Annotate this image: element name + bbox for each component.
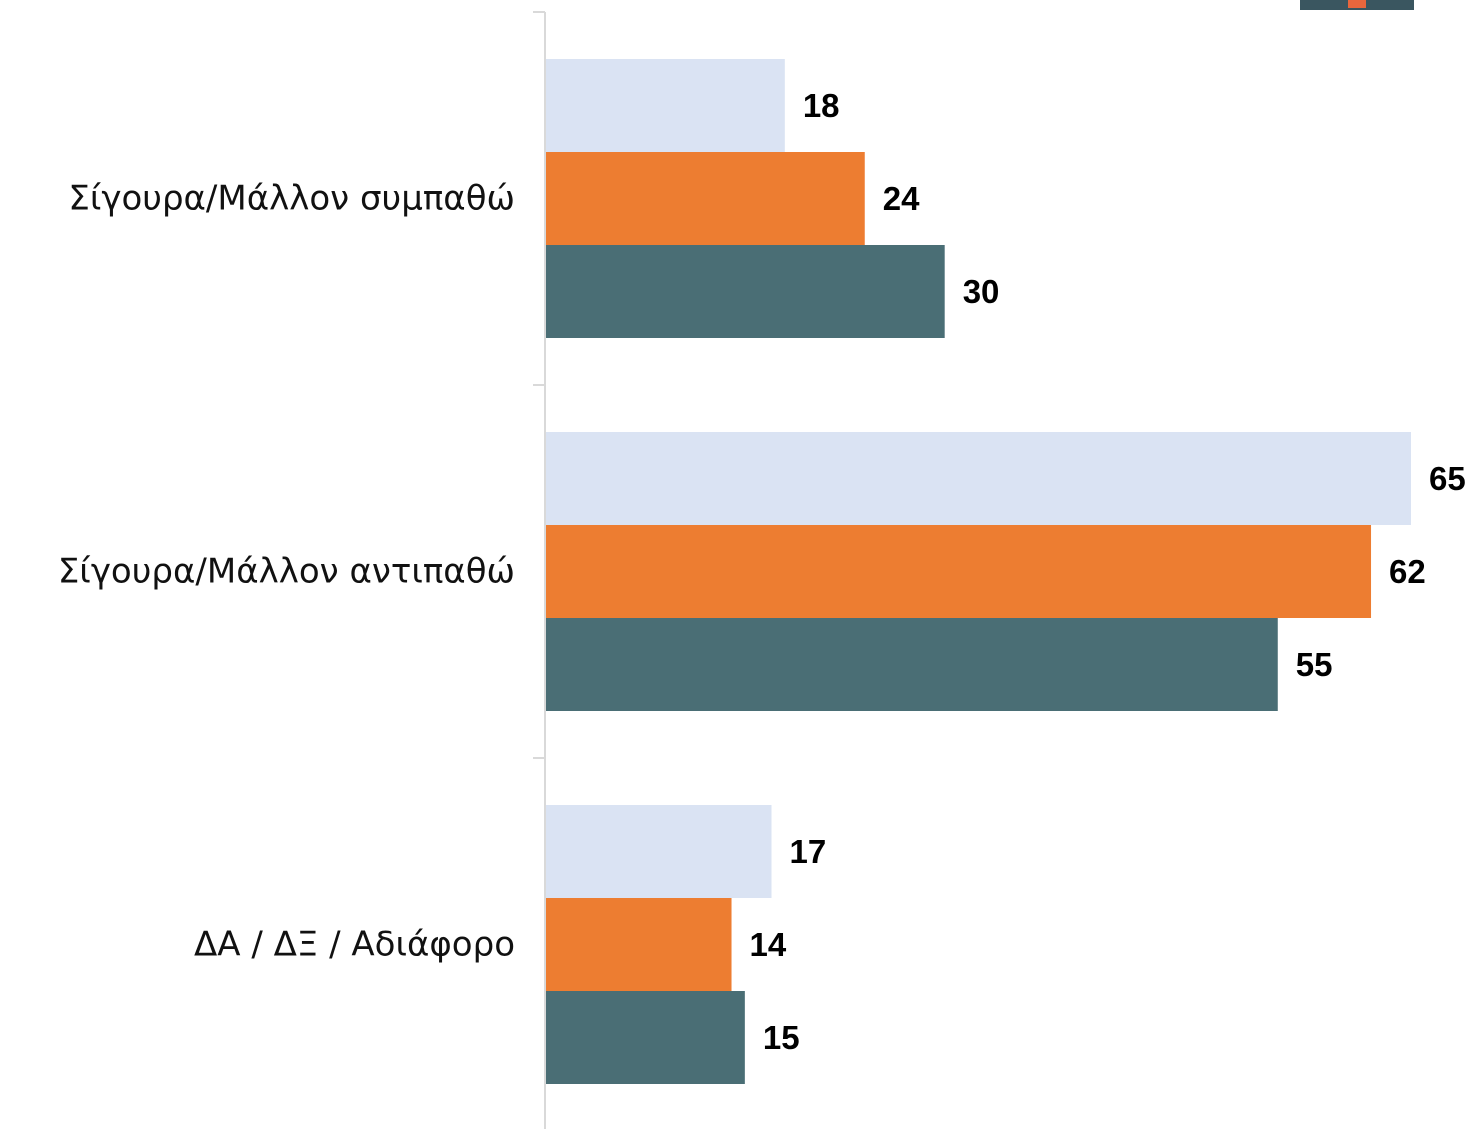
category-label: Σίγουρα/Μάλλον αντιπαθώ bbox=[58, 552, 515, 592]
bar bbox=[545, 805, 772, 898]
logo-fragment bbox=[1300, 0, 1414, 10]
data-label: 18 bbox=[803, 87, 840, 124]
data-label: 17 bbox=[789, 833, 826, 870]
bar bbox=[545, 245, 945, 338]
data-label: 14 bbox=[750, 926, 787, 963]
labels-layer: 18 24 30 Σίγουρα/Μάλλον συμπαθώ 65 62 55 Σίγουρ… bbox=[58, 87, 1466, 1056]
category-label: ΔΑ / ΔΞ / Αδιάφορο bbox=[194, 925, 515, 965]
data-label: 65 bbox=[1429, 460, 1466, 497]
bar bbox=[545, 898, 732, 991]
bar bbox=[545, 152, 865, 245]
category-axis bbox=[533, 11, 546, 1129]
bar bbox=[545, 525, 1372, 618]
data-label: 55 bbox=[1296, 646, 1333, 683]
data-label: 15 bbox=[763, 1019, 800, 1056]
data-label: 62 bbox=[1389, 553, 1426, 590]
data-label: 24 bbox=[883, 180, 920, 217]
bars-layer bbox=[545, 59, 1411, 1084]
bar bbox=[545, 432, 1411, 525]
category-label: Σίγουρα/Μάλλον συμπαθώ bbox=[68, 179, 515, 219]
bar bbox=[545, 991, 745, 1084]
bar bbox=[545, 59, 785, 152]
data-label: 30 bbox=[963, 273, 1000, 310]
bar bbox=[545, 618, 1278, 711]
